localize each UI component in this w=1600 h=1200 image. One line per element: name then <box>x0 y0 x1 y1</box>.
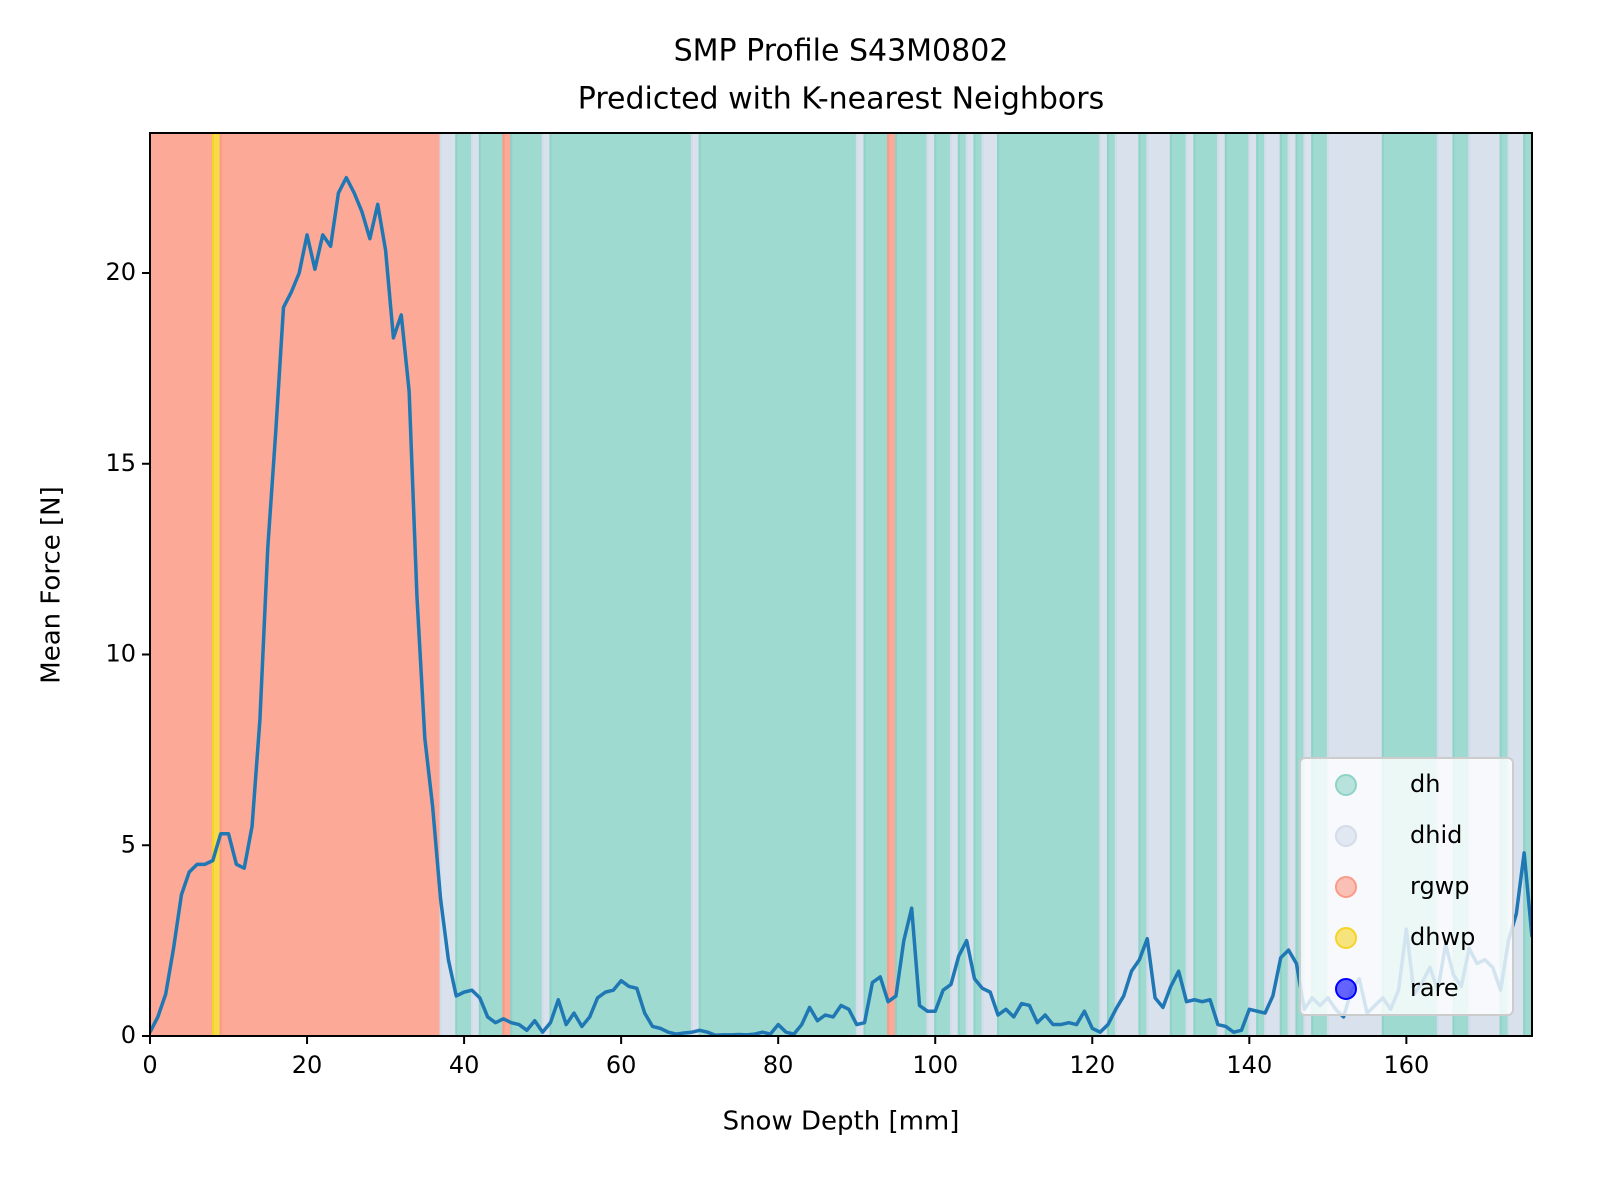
layer-band <box>863 133 890 1036</box>
x-tick-label: 60 <box>606 1051 637 1079</box>
layer-band <box>470 133 481 1036</box>
layer-band <box>439 133 458 1036</box>
layer-band <box>1114 133 1141 1036</box>
legend-marker <box>1335 927 1357 949</box>
legend-label: dh <box>1410 770 1440 798</box>
legend-label: dhwp <box>1410 923 1475 951</box>
layer-band <box>549 133 693 1036</box>
y-tick-label: 10 <box>105 640 136 668</box>
y-tick-label: 20 <box>105 258 136 286</box>
legend-marker <box>1335 876 1357 898</box>
layer-band <box>455 133 473 1036</box>
layer-band <box>510 133 544 1036</box>
layer-band <box>973 133 984 1036</box>
y-tick-label: 0 <box>121 1021 136 1049</box>
layer-band <box>1099 133 1109 1036</box>
legend-marker <box>1335 978 1357 1000</box>
layer-band <box>1193 133 1219 1036</box>
legend-label: dhid <box>1410 821 1462 849</box>
layer-band <box>219 133 442 1036</box>
layer-band <box>887 133 897 1036</box>
layer-band <box>965 133 976 1036</box>
layer-band <box>690 133 701 1036</box>
legend-marker <box>1335 825 1357 847</box>
plot-frame <box>149 132 1533 1037</box>
x-tick-label: 40 <box>449 1051 480 1079</box>
layer-band <box>478 133 505 1036</box>
legend-marker <box>1335 774 1357 796</box>
layer-band <box>502 133 513 1036</box>
layer-band <box>211 133 222 1036</box>
y-tick-label: 5 <box>121 830 136 858</box>
layer-band <box>894 133 929 1036</box>
legend-label: rare <box>1410 974 1459 1002</box>
layer-band <box>1264 133 1282 1036</box>
layer-band <box>1146 133 1172 1036</box>
x-tick-label: 0 <box>142 1051 157 1079</box>
layer-band <box>981 133 1000 1036</box>
x-tick-label: 160 <box>1383 1051 1429 1079</box>
layer-band <box>997 133 1102 1036</box>
legend-label: rgwp <box>1410 872 1470 900</box>
legend-box <box>1299 757 1514 1016</box>
layer-band <box>855 133 866 1036</box>
x-tick-label: 120 <box>1069 1051 1115 1079</box>
x-tick-label: 80 <box>763 1051 794 1079</box>
x-tick-label: 100 <box>912 1051 958 1079</box>
y-axis-label: Mean Force [N] <box>37 486 67 683</box>
layer-band <box>1287 133 1298 1036</box>
layer-band <box>1216 133 1227 1036</box>
x-tick-label: 20 <box>292 1051 323 1079</box>
layer-band <box>1256 133 1267 1036</box>
layer-band <box>1169 133 1188 1036</box>
layer-band <box>541 133 552 1036</box>
layer-band <box>926 133 937 1036</box>
y-tick-label: 15 <box>105 449 136 477</box>
layer-band <box>934 133 952 1036</box>
layer-band <box>1138 133 1149 1036</box>
layer-band <box>1185 133 1196 1036</box>
x-tick-label: 140 <box>1226 1051 1272 1079</box>
layer-band <box>1279 133 1290 1036</box>
layer-band <box>957 133 968 1036</box>
layer-band <box>949 133 960 1036</box>
layer-band <box>1224 133 1251 1036</box>
chart-subtitle: Predicted with K-nearest Neighbors <box>578 82 1104 117</box>
layer-band <box>1106 133 1117 1036</box>
layer-band <box>1248 133 1259 1036</box>
plot-area <box>150 133 1532 1036</box>
x-axis-label: Snow Depth [mm] <box>723 1107 960 1137</box>
chart-title: SMP Profile S43M0802 <box>674 34 1009 69</box>
layer-band <box>698 133 858 1036</box>
